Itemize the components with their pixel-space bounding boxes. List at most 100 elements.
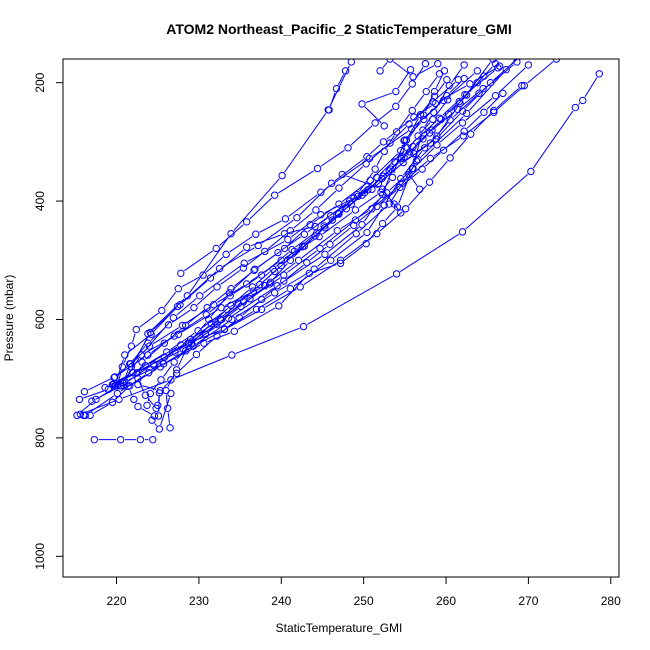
series-segment: [358, 194, 378, 208]
data-point: [358, 100, 366, 108]
data-point: [242, 243, 251, 251]
data-point: [164, 321, 173, 329]
series-segment: [119, 384, 134, 387]
data-point: [486, 78, 495, 87]
series-segment: [261, 219, 294, 244]
series-segment: [422, 99, 433, 112]
data-point: [571, 103, 580, 112]
series-segment: [152, 352, 183, 372]
series-10: [73, 61, 468, 420]
data-point: [418, 165, 426, 173]
series-segment: [332, 227, 351, 243]
series-segment: [398, 113, 411, 129]
data-point: [182, 321, 190, 330]
series-segment: [189, 331, 221, 350]
series-segment: [435, 102, 446, 117]
data-point: [409, 164, 417, 173]
series-segment: [469, 79, 482, 93]
series-segment: [376, 154, 383, 166]
data-point: [397, 174, 405, 183]
data-point: [408, 106, 416, 115]
data-point: [405, 120, 413, 128]
plot-frame: [62, 58, 620, 578]
series-segment: [317, 216, 336, 234]
series-segment: [210, 290, 228, 306]
data-point: [401, 136, 409, 144]
data-point: [294, 256, 303, 264]
series-segment: [402, 150, 423, 176]
series-segment: [264, 251, 290, 273]
data-point: [183, 292, 192, 300]
series-segment: [397, 87, 411, 104]
series-segment: [205, 256, 224, 273]
data-point: [380, 201, 388, 209]
series-segment: [141, 385, 157, 390]
data-point: [335, 210, 343, 218]
data-point: [420, 144, 429, 152]
series-segment: [163, 365, 173, 377]
data-point: [305, 269, 313, 278]
series-segment: [435, 74, 443, 88]
data-point: [392, 87, 400, 96]
data-point: [306, 221, 314, 229]
series-segment: [432, 122, 448, 141]
data-point: [480, 72, 488, 80]
series-segment: [161, 376, 175, 391]
data-point: [156, 386, 164, 395]
series-segment: [188, 309, 205, 324]
series-segment: [160, 397, 171, 426]
data-point: [352, 229, 360, 238]
data-point: [166, 424, 174, 432]
data-point: [296, 283, 304, 291]
data-point: [579, 96, 587, 105]
data-point: [274, 248, 282, 257]
data-point: [467, 130, 475, 138]
series-segment: [286, 250, 317, 273]
series-segment: [460, 90, 481, 107]
data-point: [248, 283, 257, 291]
series-1: [90, 435, 157, 444]
series-segment: [193, 323, 213, 338]
series-20: [144, 59, 355, 338]
data-point: [378, 185, 387, 193]
data-point: [336, 256, 345, 264]
data-point: [126, 360, 134, 368]
series-segment: [420, 122, 431, 134]
series-segment: [84, 400, 116, 414]
data-point: [215, 264, 224, 273]
data-point: [358, 221, 366, 229]
data-point: [280, 229, 289, 238]
data-point: [409, 73, 417, 81]
data-point: [371, 165, 379, 173]
data-point: [251, 265, 259, 273]
data-point: [439, 146, 448, 154]
series-segment: [267, 233, 288, 250]
data-point: [378, 190, 387, 199]
series-segment: [449, 81, 462, 94]
series-segment: [318, 190, 337, 208]
data-point: [421, 60, 430, 68]
data-point: [121, 351, 129, 359]
data-point: [134, 402, 142, 411]
data-point: [90, 435, 99, 444]
data-point: [386, 59, 394, 63]
series-layer: [73, 59, 603, 444]
data-point: [298, 242, 307, 251]
data-point: [293, 213, 301, 222]
series-segment: [379, 211, 403, 232]
chart-title: ATOM2 Northeast_Pacific_2 StaticTemperat…: [166, 21, 511, 37]
data-point: [443, 76, 451, 84]
data-point: [460, 127, 468, 135]
series-segment: [359, 172, 374, 192]
series-segment: [425, 152, 441, 167]
series-segment: [389, 171, 411, 191]
series-segment: [426, 98, 445, 117]
y-axis-label: Pressure (mbar): [2, 275, 16, 362]
data-point: [171, 348, 179, 356]
data-point: [358, 191, 366, 199]
data-point: [167, 376, 175, 384]
series-segment: [493, 59, 519, 81]
series-segment: [350, 125, 373, 146]
series-segment: [293, 212, 313, 229]
